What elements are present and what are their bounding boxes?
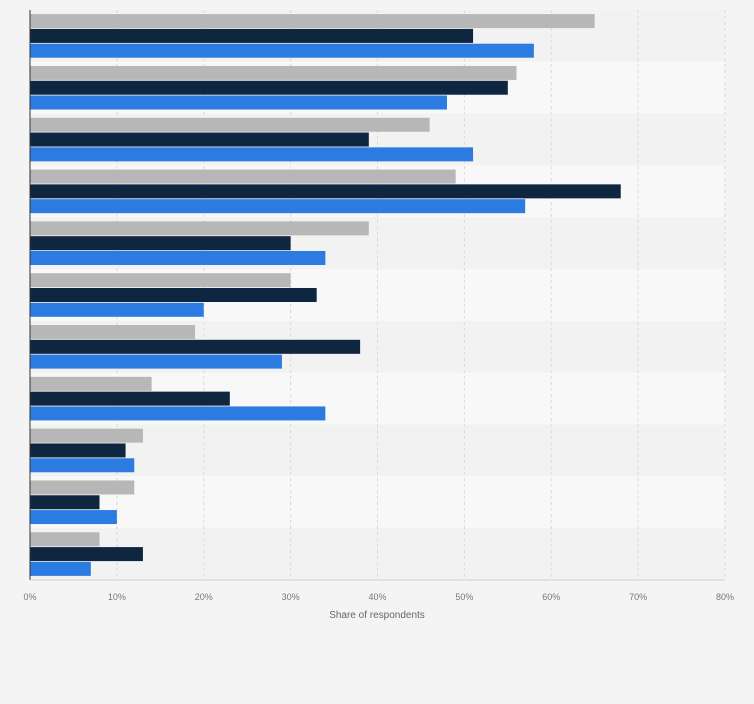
x-axis-label: Share of respondents xyxy=(329,610,425,621)
x-tick-label: 70% xyxy=(629,592,647,602)
bar-series-3-row-5[interactable] xyxy=(30,250,326,265)
bar-series-3-row-11[interactable] xyxy=(30,561,91,576)
bar-series-3-row-1[interactable] xyxy=(30,43,534,58)
bar-series-2-row-5[interactable] xyxy=(30,236,291,251)
x-tick-label: 10% xyxy=(108,592,126,602)
bar-series-1-row-4[interactable] xyxy=(30,169,456,184)
x-tick-label: 60% xyxy=(542,592,560,602)
bar-series-1-row-9[interactable] xyxy=(30,428,143,443)
row-band xyxy=(30,528,725,580)
x-tick-label: 30% xyxy=(282,592,300,602)
bar-series-1-row-6[interactable] xyxy=(30,273,291,288)
bar-series-2-row-6[interactable] xyxy=(30,288,317,302)
bar-series-3-row-2[interactable] xyxy=(30,95,447,110)
bar-series-1-row-8[interactable] xyxy=(30,376,152,391)
bars xyxy=(30,14,621,576)
bar-series-1-row-7[interactable] xyxy=(30,325,196,340)
bar-series-2-row-10[interactable] xyxy=(30,495,100,510)
bar-series-3-row-6[interactable] xyxy=(30,302,204,317)
x-tick-label: 20% xyxy=(195,592,213,602)
x-tick-label: 40% xyxy=(368,592,386,602)
bar-series-3-row-10[interactable] xyxy=(30,510,117,525)
bar-series-2-row-3[interactable] xyxy=(30,132,369,147)
x-tick-labels: 0% 10% 20% 30% 40% 50% 60% 70% 80% xyxy=(23,592,734,602)
axes xyxy=(29,10,725,581)
bar-series-2-row-1[interactable] xyxy=(30,28,474,43)
x-tick-label: 80% xyxy=(716,592,734,602)
bar-series-2-row-2[interactable] xyxy=(30,80,508,95)
bar-series-1-row-5[interactable] xyxy=(30,221,369,236)
bar-series-2-row-7[interactable] xyxy=(30,339,361,354)
bar-series-1-row-10[interactable] xyxy=(30,480,135,495)
x-tick-label: 0% xyxy=(23,592,36,602)
x-tick-label: 50% xyxy=(455,592,473,602)
bar-series-3-row-7[interactable] xyxy=(30,354,282,369)
bar-series-1-row-3[interactable] xyxy=(30,117,430,132)
bar-series-1-row-11[interactable] xyxy=(30,532,100,547)
bar-series-2-row-8[interactable] xyxy=(30,391,230,406)
bar-series-1-row-1[interactable] xyxy=(30,14,595,29)
bar-series-3-row-4[interactable] xyxy=(30,199,526,214)
bar-series-3-row-8[interactable] xyxy=(30,406,326,421)
bar-series-3-row-3[interactable] xyxy=(30,147,474,162)
bar-series-2-row-4[interactable] xyxy=(30,184,621,199)
bar-series-3-row-9[interactable] xyxy=(30,458,135,473)
bar-series-2-row-11[interactable] xyxy=(30,547,143,562)
bar-series-2-row-9[interactable] xyxy=(30,443,126,458)
bar-series-1-row-2[interactable] xyxy=(30,65,517,80)
